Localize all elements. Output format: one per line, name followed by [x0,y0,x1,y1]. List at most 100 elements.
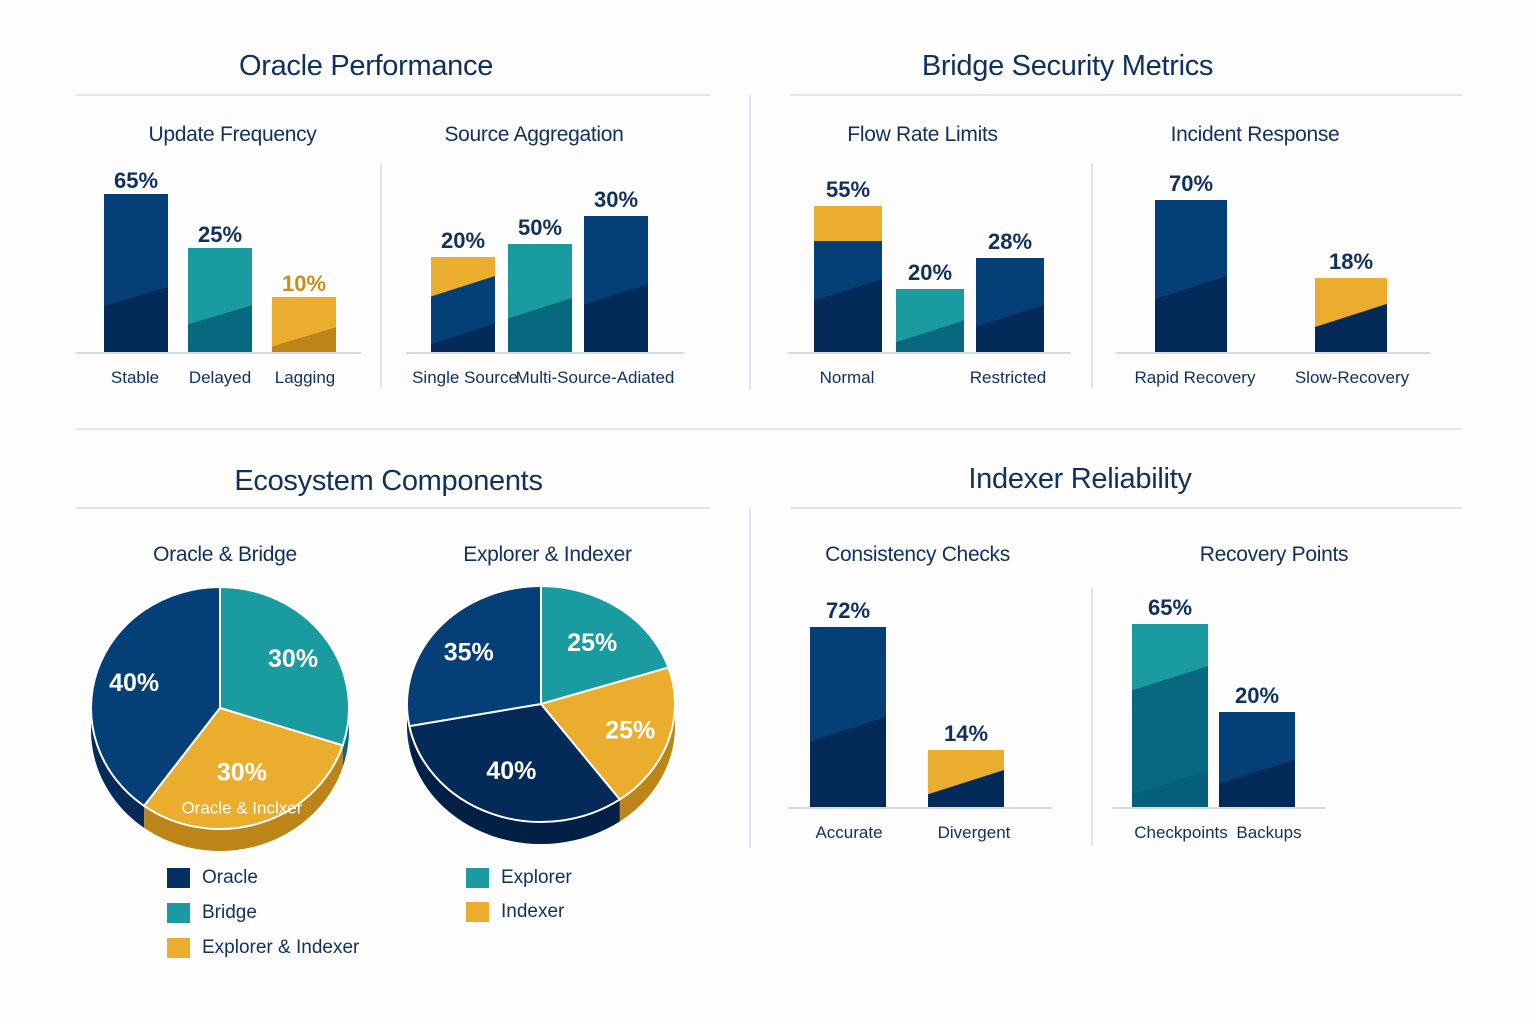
bar-shade [1315,303,1387,352]
bar-shade [188,305,252,352]
x-tick-label: Single Source [412,368,518,387]
pie-slice-side [619,704,675,822]
pie-slice-label: 40% [109,669,159,697]
legend-label: Explorer & Indexer [202,937,360,958]
pie-slice [406,584,542,728]
bar-shade [508,298,572,352]
legend-label: Explorer [501,867,572,888]
bar-shade [928,769,1004,807]
bar-shade [896,320,964,352]
bar [976,258,1044,352]
legend-swatch-gold [466,902,489,922]
data-label: 72% [826,598,870,623]
x-tick-label: Lagging [275,368,336,387]
bar-shade [1155,276,1227,352]
divider-vertical-bottom [749,508,751,848]
bar [814,206,882,352]
chart-title-recovery-points: Recovery Points [1199,543,1349,566]
legend-swatch-gold [167,938,190,958]
legend-label: Indexer [501,901,565,922]
bar [1315,278,1387,352]
data-label: 18% [1329,249,1373,274]
chart-title-update-frequency: Update Frequency [148,123,317,146]
data-label: 50% [518,215,562,240]
chart-title-incident-response: Incident Response [1170,123,1340,146]
bar [810,627,886,807]
bar-cap [814,206,882,243]
x-tick-label: Rapid Recovery [1135,368,1256,387]
x-tick-label: Delayed [189,368,251,387]
divider-middle [76,428,1462,430]
pie-slice-side [144,745,343,851]
bar [1155,200,1227,352]
x-tick-label: Slow-Recovery [1295,368,1410,387]
bar [1132,624,1208,807]
section-title-oracle-performance: Oracle Performance [238,50,494,82]
chart-title-consistency-checks: Consistency Checks [825,543,1010,566]
bar [272,297,336,352]
legend-swatch-teal [466,868,489,888]
pie-slice-label: 25% [605,717,655,745]
divider-ecosystem [76,507,710,509]
divider-oracle [76,94,710,96]
data-label: 20% [1235,683,1279,708]
pie-slice [540,584,670,706]
pie-slice-side [407,704,410,749]
bar [188,248,252,352]
x-tick-label: Multi-Source-Adiated [516,368,675,387]
section-title-ecosystem-components: Ecosystem Components [234,465,543,497]
divider-bridge-subcharts [1091,163,1093,388]
divider-indexer [790,507,1462,509]
data-label: 14% [944,721,988,746]
x-tick-label: Divergent [938,823,1011,842]
legend-label: Bridge [202,902,257,923]
data-label: 30% [594,187,638,212]
bar-shade [272,327,336,352]
pie-slice-side [91,708,145,828]
bar [928,750,1004,807]
divider-indexer-subcharts [1091,588,1093,846]
x-tick-label: Restricted [970,368,1047,387]
pie-slice-label: 40% [486,757,536,785]
legend-swatch-navy [167,868,190,888]
data-label: 65% [1148,595,1192,620]
pie-slice-label: 30% [217,758,267,786]
chart-update-frequency: 65% 25% 10% Stable Delayed Lagging [76,168,361,387]
legend-item-indexer: Indexer [466,901,564,923]
bar-shade [976,305,1044,352]
bar [431,257,495,352]
bar [584,216,648,352]
divider-vertical-top [749,95,751,390]
data-label: 20% [441,228,485,253]
chart-source-aggregation: 20% 50% 30% Single SourceMulti-Source-Adiat… [406,187,684,387]
chart-title-flow-rate-limits: Flow Rate Limits [847,123,998,146]
section-title-bridge-security: Bridge Security Metrics [921,50,1214,82]
chart-oracle-bridge-pie: 40% 30% 30% Oracle & Inclxer [90,585,350,851]
chart-recovery-points: 65% 20% Checkpoints Backups [1112,595,1326,842]
legend-swatch-teal [167,903,190,923]
bar-shade [104,287,168,352]
data-label: 10% [282,271,326,296]
legend-item-oracle: Oracle [167,867,258,889]
pie-slice [142,706,344,830]
legend-item-explorer-indexer: Explorer & Indexer [167,937,359,959]
pie-slice-label: 35% [444,638,494,666]
legend-item-bridge: Bridge [167,902,257,924]
chart-flow-rate-limits: 55% 20% 28% Normal Restricted [788,177,1071,387]
x-tick-label: Normal [820,368,875,387]
pie-side [407,704,675,844]
pie-slice [539,666,676,801]
chart-explorer-indexer-pie: 25% 25% 40% 35% [406,584,676,844]
bar-shade [810,717,886,807]
x-tick-label: Stable [111,368,159,387]
bar-shade-deep [431,323,495,352]
pie-slice [219,585,350,747]
pie-slice [90,585,221,808]
x-tick-label: Checkpoints [1134,823,1228,842]
divider-oracle-subcharts [380,163,382,388]
x-tick-label: Accurate [815,823,882,842]
pie-slice-sublabel: Oracle & Inclxer [181,798,302,817]
data-label: 25% [198,222,242,247]
data-label: 70% [1169,171,1213,196]
chart-incident-response: 70% 18% Rapid Recovery Slow-Recovery [1116,171,1430,387]
